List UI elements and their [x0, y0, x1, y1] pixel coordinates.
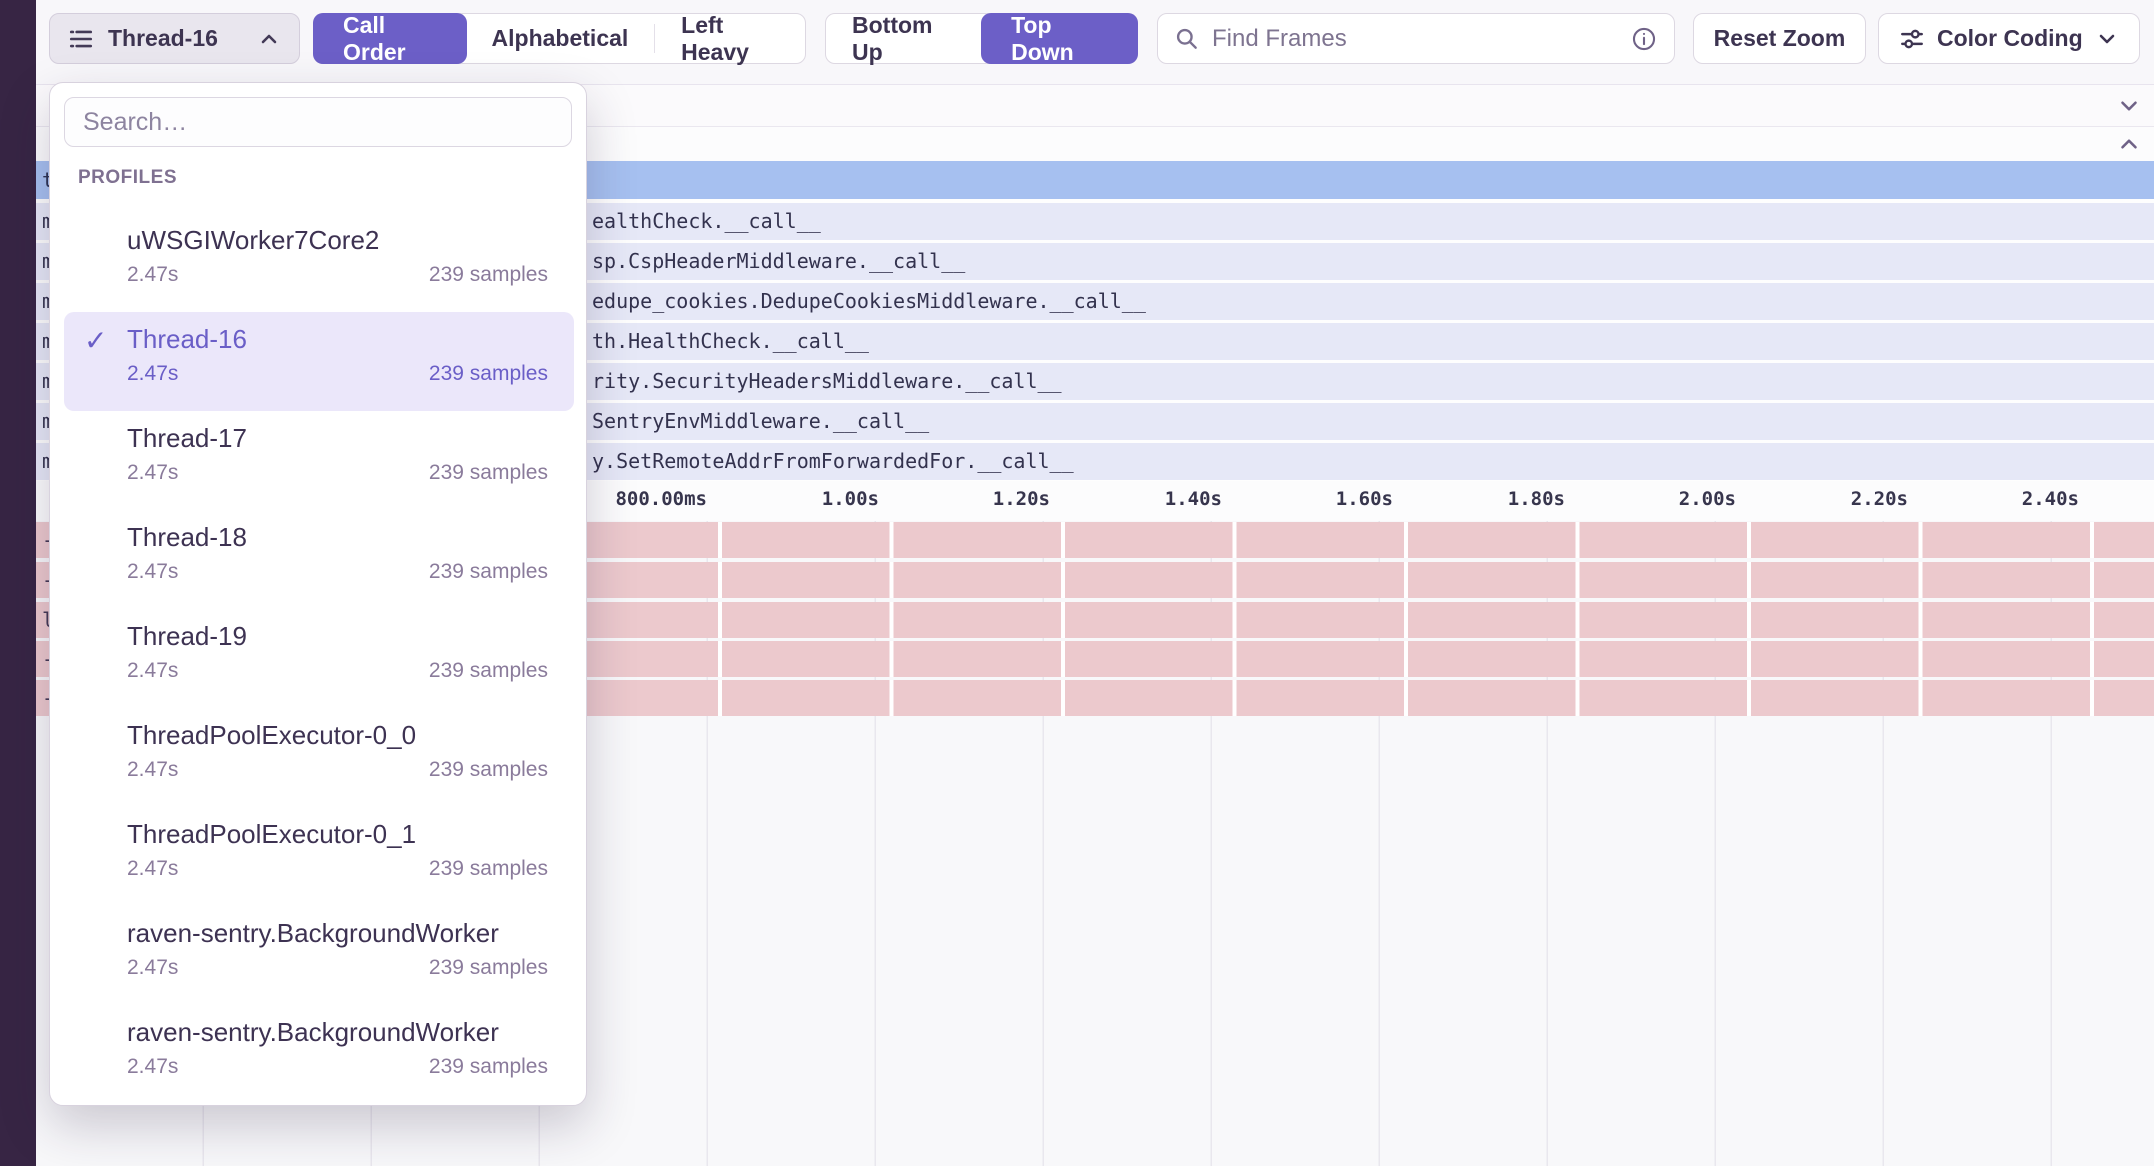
frame-label: th.HealthCheck.__call__: [592, 329, 869, 353]
profile-option[interactable]: ✓ ThreadPoolExecutor-0_0 2.47s 239 sampl…: [64, 708, 574, 807]
profile-samples: 239 samples: [428, 758, 548, 781]
profile-option[interactable]: ✓ raven-sentry.BackgroundWorker 2.47s 23…: [64, 1005, 574, 1104]
sort-order-segmented-control: Call Order Alphabetical Left Heavy: [313, 11, 806, 65]
profile-duration: 2.47s: [127, 263, 179, 286]
profile-name: ThreadPoolExecutor-0_0: [127, 720, 417, 750]
check-icon: ✓: [84, 325, 108, 356]
axis-tick: 2.00s: [1678, 488, 1736, 510]
profile-option[interactable]: ✓ ThreadPoolExecutor-0_1 2.47s 239 sampl…: [64, 807, 574, 906]
app-sidebar-strip: [0, 0, 36, 1166]
axis-tick: 1.00s: [821, 488, 879, 510]
profile-name: Thread-17: [127, 423, 247, 453]
axis-tick: 800.00ms: [615, 488, 707, 510]
profile-name: Thread-19: [127, 621, 247, 651]
profile-samples: 239 samples: [428, 1055, 548, 1078]
find-frames-placeholder: Find Frames: [1212, 24, 1347, 52]
segment-divider: [654, 24, 656, 53]
frame-label: y.SetRemoteAddrFromForwardedFor.__call__: [592, 449, 1074, 473]
chevron-down-icon: [2095, 27, 2119, 51]
profile-option[interactable]: ✓ Thread-18 2.47s 239 samples: [64, 510, 574, 609]
frame-label: sp.CspHeaderMiddleware.__call__: [592, 249, 966, 273]
profile-option[interactable]: ✓ raven-sentry.BackgroundWorker 2.47s 23…: [64, 906, 574, 1005]
profile-option[interactable]: ✓ Thread-17 2.47s 239 samples: [64, 411, 574, 510]
color-coding-button[interactable]: Color Coding: [1878, 13, 2140, 64]
thread-selector-label: Thread-16: [108, 25, 218, 51]
list-icon: [68, 26, 94, 52]
toolbar: Thread-16 Call Order Alphabetical Left H…: [36, 0, 2154, 85]
profile-name: uWSGIWorker7Core2: [127, 225, 380, 255]
profile-samples: 239 samples: [428, 560, 548, 583]
info-icon[interactable]: [1630, 25, 1658, 53]
axis-tick: 1.40s: [1164, 488, 1222, 510]
profile-name: Thread-16: [127, 324, 247, 354]
tab-bottom-up[interactable]: Bottom Up: [852, 11, 933, 65]
profile-samples: 239 samples: [428, 362, 548, 385]
profile-name: raven-sentry.BackgroundWorker: [127, 1017, 499, 1047]
chevron-up-icon[interactable]: [2116, 131, 2142, 157]
profile-duration: 2.47s: [127, 1055, 179, 1078]
thread-selector-button[interactable]: Thread-16: [49, 13, 300, 64]
axis-tick: 1.80s: [1507, 488, 1565, 510]
profile-duration: 2.47s: [127, 857, 179, 880]
reset-zoom-button[interactable]: Reset Zoom: [1693, 13, 1866, 64]
profile-samples: 239 samples: [428, 857, 548, 880]
axis-tick: 1.60s: [1335, 488, 1393, 510]
profile-name: ThreadPoolExecutor-0_1: [127, 819, 417, 849]
tab-alphabetical[interactable]: Alphabetical: [491, 25, 629, 51]
tab-top-down[interactable]: Top Down: [981, 12, 1138, 65]
tab-call-order[interactable]: Call Order: [313, 12, 467, 65]
profile-duration: 2.47s: [127, 659, 179, 682]
profile-name: raven-sentry.BackgroundWorker: [127, 918, 499, 948]
axis-tick: 1.20s: [992, 488, 1050, 510]
profiles-section-label: PROFILES: [78, 167, 178, 188]
profile-duration: 2.47s: [127, 758, 179, 781]
profile-samples: 239 samples: [428, 461, 548, 484]
profile-duration: 2.47s: [127, 956, 179, 979]
frame-label: edupe_cookies.DedupeCookiesMiddleware.__…: [592, 289, 1146, 313]
chevron-down-icon[interactable]: [2116, 93, 2142, 119]
color-coding-label: Color Coding: [1937, 25, 2083, 51]
sliders-icon: [1899, 26, 1925, 52]
find-frames-input[interactable]: Find Frames: [1157, 13, 1675, 64]
profiles-search-input[interactable]: [64, 97, 572, 147]
axis-tick: 2.20s: [1850, 488, 1908, 510]
direction-segmented-control: Bottom Up Top Down: [825, 11, 1138, 65]
frame-label: SentryEnvMiddleware.__call__: [592, 409, 930, 433]
frame-label: rity.SecurityHeadersMiddleware.__call__: [592, 369, 1062, 393]
axis-tick: 2.40s: [2021, 488, 2079, 510]
frame-label: ealthCheck.__call__: [592, 209, 821, 233]
profile-duration: 2.47s: [127, 362, 179, 385]
search-icon: [1174, 26, 1200, 52]
profile-name: Thread-18: [127, 522, 247, 552]
profile-duration: 2.47s: [127, 461, 179, 484]
profile-option-selected[interactable]: ✓ Thread-16 2.47s 239 samples: [64, 312, 574, 411]
profile-samples: 239 samples: [428, 956, 548, 979]
profile-duration: 2.47s: [127, 560, 179, 583]
profile-option[interactable]: ✓ uWSGIWorker7Core2 2.47s 239 samples: [64, 213, 574, 312]
profile-samples: 239 samples: [428, 263, 548, 286]
profiles-dropdown-panel: PROFILES ✓ uWSGIWorker7Core2 2.47s 239 s…: [49, 82, 587, 1106]
profile-option[interactable]: ✓ Thread-19 2.47s 239 samples: [64, 609, 574, 708]
tab-left-heavy[interactable]: Left Heavy: [681, 11, 749, 65]
chevron-up-icon: [257, 27, 281, 51]
profile-samples: 239 samples: [428, 659, 548, 682]
